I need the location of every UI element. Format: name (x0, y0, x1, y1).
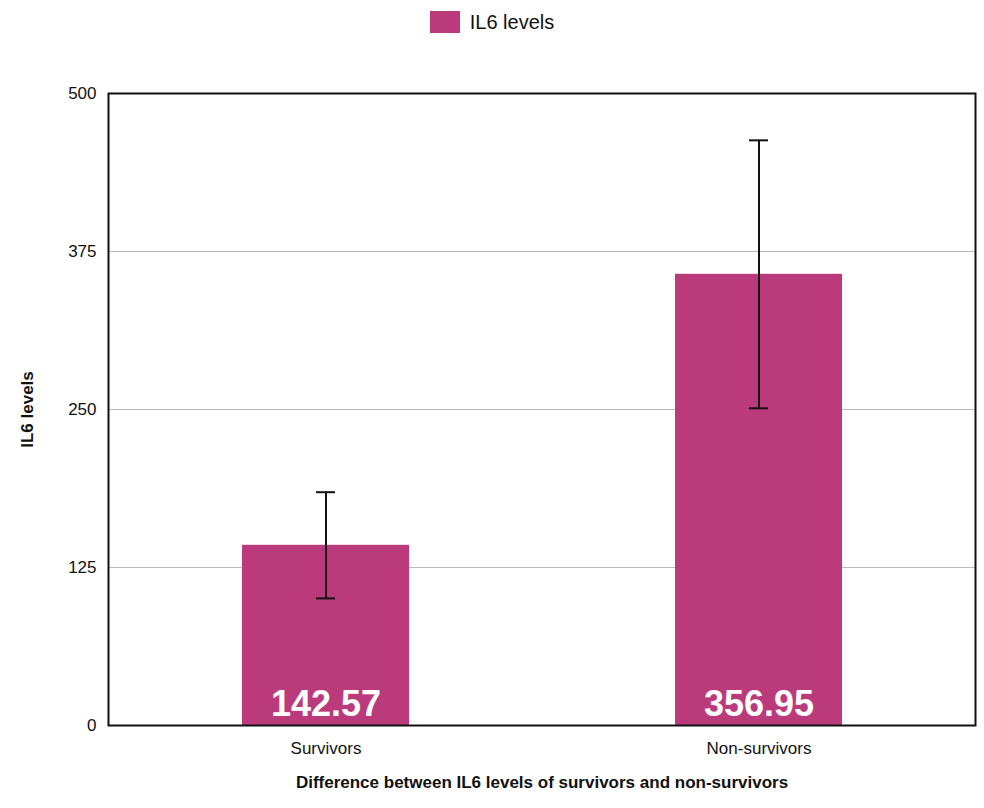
svg-text:250: 250 (68, 400, 96, 419)
svg-text:0: 0 (87, 716, 96, 735)
svg-text:375: 375 (68, 242, 96, 261)
svg-text:IL6 levels: IL6 levels (18, 371, 37, 448)
svg-text:Survivors: Survivors (291, 739, 362, 758)
svg-text:Non-survivors: Non-survivors (707, 739, 812, 758)
svg-text:500: 500 (68, 84, 96, 103)
svg-text:142.57: 142.57 (271, 683, 381, 724)
svg-text:Difference between IL6 levels: Difference between IL6 levels of survivo… (296, 773, 788, 792)
svg-text:125: 125 (68, 558, 96, 577)
html-text:IL6 levels: IL6 levels (469, 10, 555, 33)
svg-text:356.95: 356.95 (704, 683, 814, 724)
